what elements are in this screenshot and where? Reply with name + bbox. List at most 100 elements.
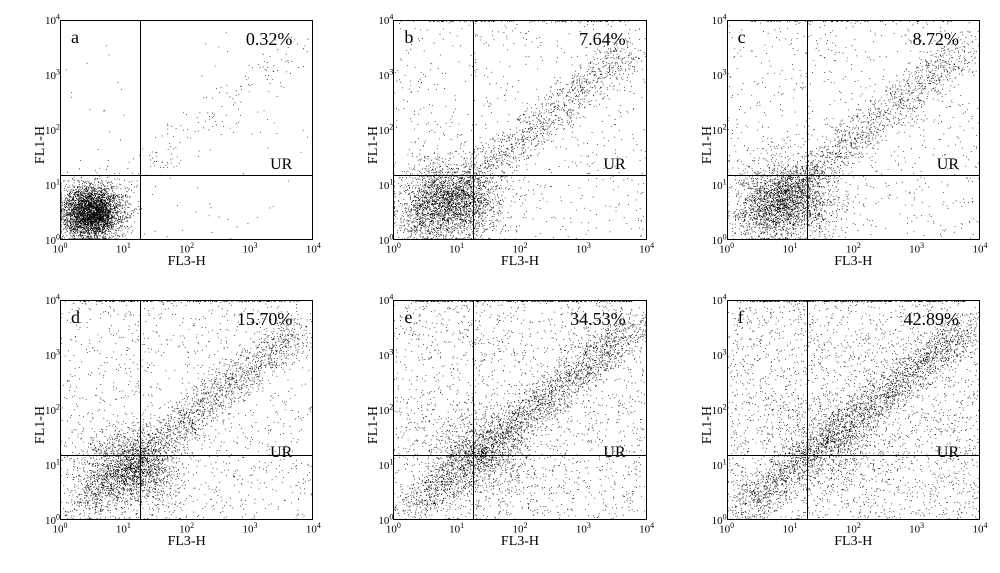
ur-percent: 15.70% bbox=[237, 309, 293, 330]
panel-d: 100101102103104FL1-Hd15.70%UR10010110210… bbox=[20, 300, 313, 550]
ytick: 101 bbox=[712, 458, 727, 473]
panel-c: 100101102103104FL1-Hc8.72%UR100101102103… bbox=[687, 20, 980, 270]
plot-area: a 0.32% UR bbox=[60, 20, 313, 240]
quadrant-vline bbox=[807, 301, 808, 519]
quadrant-hline bbox=[728, 175, 979, 176]
ur-label: UR bbox=[937, 444, 959, 462]
xtick: 100 bbox=[386, 241, 401, 256]
xlabel: FL3-H bbox=[168, 254, 206, 270]
xtick: 103 bbox=[909, 521, 924, 536]
ytick: 103 bbox=[45, 68, 60, 83]
ytick: 101 bbox=[45, 458, 60, 473]
ytick: 104 bbox=[712, 13, 727, 28]
scatter-points bbox=[61, 21, 312, 239]
xtick: 101 bbox=[116, 241, 131, 256]
ytick: 104 bbox=[45, 13, 60, 28]
scatter-points bbox=[728, 21, 979, 239]
panel-e: 100101102103104FL1-He34.53%UR10010110210… bbox=[353, 300, 646, 550]
ur-percent: 7.64% bbox=[579, 29, 626, 50]
ylabel: FL1-H bbox=[366, 406, 382, 444]
xtick: 104 bbox=[639, 521, 654, 536]
ylabel: FL1-H bbox=[33, 126, 49, 164]
scatter-points bbox=[394, 301, 645, 519]
ytick: 104 bbox=[712, 293, 727, 308]
xtick: 101 bbox=[782, 241, 797, 256]
xlabel: FL3-H bbox=[834, 254, 872, 270]
ytick: 104 bbox=[45, 293, 60, 308]
ylabel: FL1-H bbox=[700, 406, 716, 444]
ur-percent: 0.32% bbox=[246, 29, 293, 50]
ytick: 103 bbox=[45, 348, 60, 363]
panel-f: 100101102103104FL1-Hf42.89%UR10010110210… bbox=[687, 300, 980, 550]
ylabel: FL1-H bbox=[33, 406, 49, 444]
plot-area: c 8.72% UR bbox=[727, 20, 980, 240]
ytick: 103 bbox=[712, 348, 727, 363]
ylabel: FL1-H bbox=[366, 126, 382, 164]
xlabel: FL3-H bbox=[168, 534, 206, 550]
xtick: 104 bbox=[973, 241, 988, 256]
xtick: 101 bbox=[116, 521, 131, 536]
quadrant-hline bbox=[61, 175, 312, 176]
ytick: 104 bbox=[378, 293, 393, 308]
xtick: 100 bbox=[719, 241, 734, 256]
xtick: 104 bbox=[306, 521, 321, 536]
plot-area: f 42.89% UR bbox=[727, 300, 980, 520]
xtick: 100 bbox=[386, 521, 401, 536]
xtick: 103 bbox=[242, 241, 257, 256]
quadrant-hline bbox=[394, 175, 645, 176]
panel-letter: e bbox=[404, 307, 412, 328]
ur-label: UR bbox=[270, 444, 292, 462]
panel-a: 100101102103104FL1-Ha0.32%UR100101102103… bbox=[20, 20, 313, 270]
quadrant-vline bbox=[473, 301, 474, 519]
ylabel: FL1-H bbox=[700, 126, 716, 164]
xtick: 100 bbox=[53, 521, 68, 536]
ytick: 103 bbox=[378, 348, 393, 363]
xlabel: FL3-H bbox=[501, 534, 539, 550]
scatter-grid: 100101102103104FL1-Ha0.32%UR100101102103… bbox=[20, 20, 980, 550]
xtick: 103 bbox=[576, 241, 591, 256]
xtick: 103 bbox=[909, 241, 924, 256]
xtick: 103 bbox=[576, 521, 591, 536]
ytick: 104 bbox=[378, 13, 393, 28]
xtick: 103 bbox=[242, 521, 257, 536]
plot-area: e 34.53% UR bbox=[393, 300, 646, 520]
panel-letter: c bbox=[738, 27, 746, 48]
ur-label: UR bbox=[603, 444, 625, 462]
quadrant-vline bbox=[140, 301, 141, 519]
ytick: 101 bbox=[378, 458, 393, 473]
ytick: 101 bbox=[712, 178, 727, 193]
panel-letter: a bbox=[71, 27, 79, 48]
panel-letter: f bbox=[738, 307, 744, 328]
quadrant-vline bbox=[140, 21, 141, 239]
plot-area: b 7.64% UR bbox=[393, 20, 646, 240]
ytick: 103 bbox=[378, 68, 393, 83]
panel-letter: b bbox=[404, 27, 413, 48]
xtick: 101 bbox=[782, 521, 797, 536]
xtick: 104 bbox=[639, 241, 654, 256]
xtick: 104 bbox=[306, 241, 321, 256]
xtick: 100 bbox=[53, 241, 68, 256]
quadrant-vline bbox=[807, 21, 808, 239]
xtick: 100 bbox=[719, 521, 734, 536]
ur-label: UR bbox=[937, 156, 959, 174]
xtick: 101 bbox=[449, 241, 464, 256]
ytick: 101 bbox=[45, 178, 60, 193]
xlabel: FL3-H bbox=[834, 534, 872, 550]
ur-percent: 8.72% bbox=[913, 29, 960, 50]
xtick: 101 bbox=[449, 521, 464, 536]
ur-label: UR bbox=[603, 156, 625, 174]
plot-area: d 15.70% UR bbox=[60, 300, 313, 520]
ur-percent: 34.53% bbox=[570, 309, 626, 330]
ytick: 103 bbox=[712, 68, 727, 83]
xtick: 104 bbox=[973, 521, 988, 536]
panel-b: 100101102103104FL1-Hb7.64%UR100101102103… bbox=[353, 20, 646, 270]
xlabel: FL3-H bbox=[501, 254, 539, 270]
ur-label: UR bbox=[270, 156, 292, 174]
scatter-points bbox=[61, 301, 312, 519]
ytick: 101 bbox=[378, 178, 393, 193]
ur-percent: 42.89% bbox=[904, 309, 960, 330]
scatter-points bbox=[394, 21, 645, 239]
scatter-points bbox=[728, 301, 979, 519]
panel-letter: d bbox=[71, 307, 80, 328]
quadrant-vline bbox=[473, 21, 474, 239]
